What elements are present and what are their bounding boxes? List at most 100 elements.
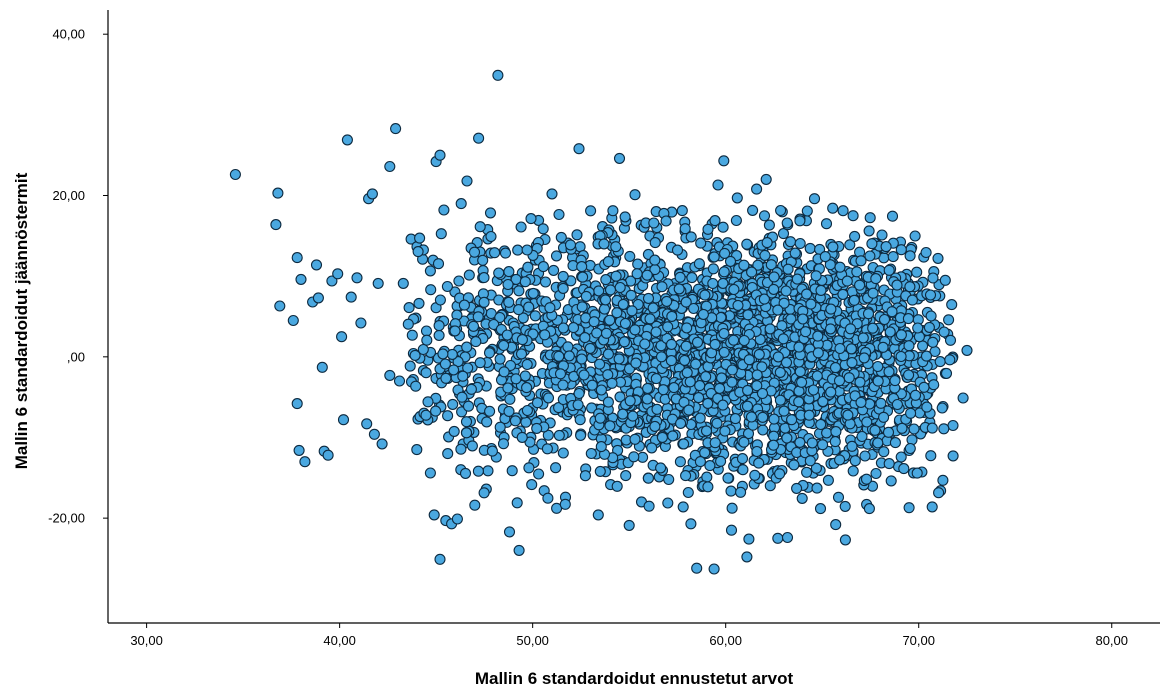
- data-point: [417, 343, 429, 356]
- data-point: [579, 470, 591, 482]
- data-point: [522, 261, 534, 273]
- data-point: [742, 428, 755, 440]
- data-point: [752, 259, 764, 271]
- data-point: [592, 509, 604, 521]
- data-point: [718, 327, 730, 340]
- data-point: [291, 398, 303, 410]
- data-point: [650, 326, 662, 338]
- y-tick-label: ,00: [67, 349, 85, 364]
- data-point: [457, 370, 469, 382]
- data-point: [656, 281, 668, 293]
- data-point: [372, 277, 384, 289]
- data-point: [513, 304, 525, 316]
- data-point: [600, 274, 612, 286]
- data-point: [594, 412, 606, 424]
- data-point: [639, 338, 651, 350]
- data-point: [537, 223, 549, 235]
- data-point: [946, 299, 958, 311]
- data-point: [630, 357, 642, 369]
- data-point: [580, 290, 592, 302]
- data-point: [322, 449, 334, 461]
- data-point: [432, 258, 445, 270]
- data-point: [781, 217, 793, 229]
- data-point: [753, 348, 765, 360]
- data-point: [810, 270, 822, 282]
- data-point: [938, 326, 950, 338]
- data-point: [699, 289, 711, 301]
- data-point: [671, 244, 684, 256]
- data-point: [602, 396, 614, 408]
- data-point: [782, 263, 794, 275]
- data-point: [674, 271, 686, 283]
- data-point: [611, 307, 623, 319]
- data-point: [785, 313, 797, 325]
- data-point: [629, 433, 641, 445]
- data-point: [924, 289, 937, 301]
- data-point: [644, 313, 656, 325]
- data-point: [751, 183, 763, 195]
- data-point: [557, 322, 569, 334]
- data-point: [832, 491, 845, 503]
- data-point: [829, 436, 841, 448]
- data-point: [767, 439, 780, 451]
- data-point: [961, 344, 973, 356]
- data-point: [683, 404, 695, 416]
- data-point: [772, 532, 784, 544]
- data-point: [911, 266, 923, 278]
- data-point: [846, 357, 858, 369]
- data-point: [516, 431, 528, 443]
- data-point: [686, 272, 698, 284]
- data-point: [673, 283, 685, 295]
- data-point: [682, 486, 694, 499]
- data-point: [478, 296, 490, 308]
- data-point: [474, 357, 486, 369]
- data-point: [884, 326, 896, 338]
- data-point: [525, 213, 537, 225]
- data-point: [550, 250, 563, 262]
- data-point: [921, 401, 933, 413]
- data-point: [629, 189, 641, 201]
- data-point: [889, 437, 901, 449]
- data-point: [666, 310, 678, 322]
- data-point: [576, 301, 588, 313]
- data-point: [485, 230, 497, 243]
- data-point: [788, 459, 800, 471]
- data-point: [866, 238, 878, 250]
- data-point: [920, 246, 932, 259]
- data-point: [602, 256, 614, 268]
- data-point: [939, 274, 951, 286]
- data-point: [719, 247, 731, 259]
- data-point: [465, 383, 477, 395]
- data-point: [661, 295, 673, 307]
- data-point: [412, 246, 424, 258]
- data-point: [936, 402, 948, 414]
- data-point: [598, 238, 610, 250]
- data-point: [738, 436, 750, 448]
- data-point: [466, 440, 478, 452]
- data-point: [511, 497, 523, 509]
- data-point: [604, 420, 616, 432]
- data-point: [827, 202, 839, 214]
- data-point: [747, 204, 759, 216]
- data-point: [648, 217, 660, 229]
- data-point: [229, 168, 241, 181]
- data-point: [557, 379, 569, 391]
- data-point: [611, 480, 623, 492]
- data-point: [679, 354, 691, 366]
- data-point: [521, 358, 533, 371]
- data-point: [909, 389, 922, 401]
- data-point: [403, 302, 415, 314]
- data-point: [937, 474, 949, 486]
- data-point: [761, 237, 773, 249]
- data-point: [503, 296, 515, 308]
- data-point: [291, 252, 303, 264]
- data-point: [614, 391, 626, 403]
- data-point: [440, 372, 452, 384]
- data-point: [588, 316, 600, 328]
- data-point: [729, 413, 741, 425]
- data-point: [574, 414, 586, 426]
- data-point: [575, 429, 587, 441]
- data-point: [572, 399, 584, 411]
- data-point: [618, 336, 630, 348]
